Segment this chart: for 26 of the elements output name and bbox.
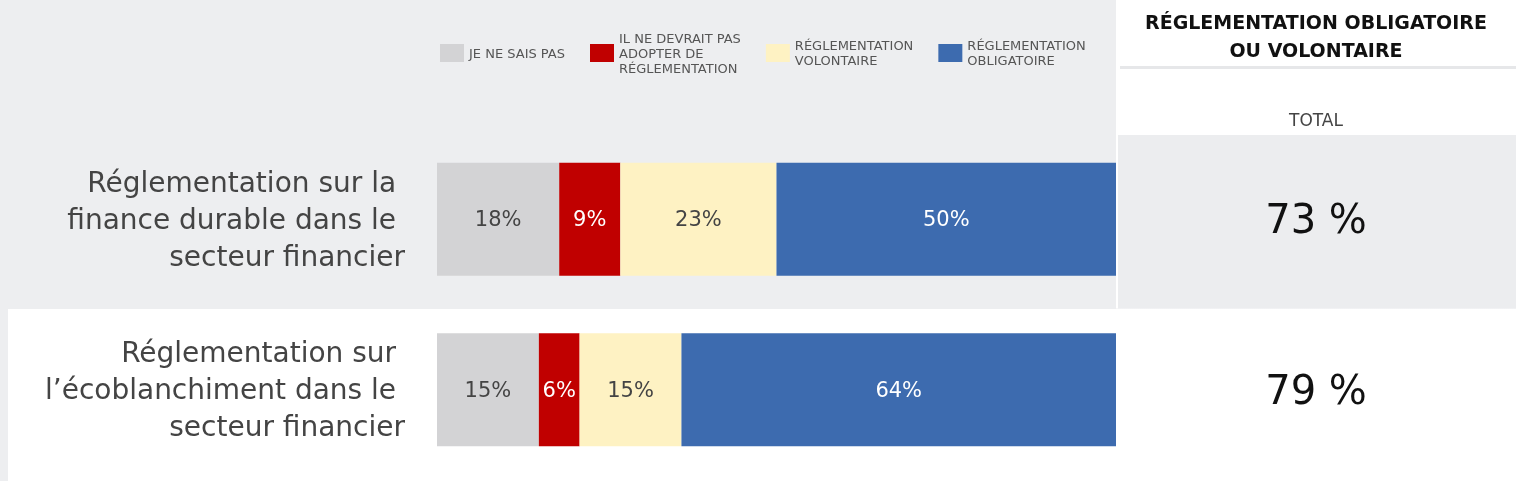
legend-label: RÉGLEMENTATION OBLIGATOIRE: [967, 38, 1086, 68]
y-tick-label: Réglementation sur l’écoblanchiment dans le secteur financier: [44, 336, 406, 444]
text: RÉGLEMENTATION OBLIGATOIRE OU VOLONTAIRE: [1144, 10, 1488, 63]
data-label: 50%: [922, 207, 970, 232]
bar: [579, 333, 682, 447]
data-label: 6%: [542, 377, 576, 402]
bar: [620, 162, 777, 276]
data-label: 15%: [607, 377, 654, 402]
data-label: 9%: [573, 207, 607, 232]
bar: [681, 333, 1116, 447]
y-tick-label: Réglementation sur la finance durable dans le secteur financier: [67, 165, 406, 273]
legend-label: RÉGLEMENTATION VOLONTAIRE: [794, 38, 914, 68]
text: 73 %: [1264, 195, 1368, 245]
bar: [559, 162, 621, 276]
text: TOTAL: [1288, 109, 1344, 132]
legend-label: IL NE DEVRAIT PAS ADOPTER DE RÉGLEMENTATION: [619, 30, 741, 76]
data-label: 18%: [474, 207, 522, 232]
bar: [437, 333, 539, 447]
data-label: 15%: [464, 377, 512, 402]
data-label: 64%: [875, 377, 923, 402]
bar: [437, 162, 560, 276]
bar: [776, 162, 1116, 276]
text: 79 %: [1264, 365, 1368, 415]
bar: [538, 333, 580, 447]
legend-label: JE NE SAIS PAS: [468, 45, 566, 61]
data-label: 23%: [675, 207, 722, 232]
